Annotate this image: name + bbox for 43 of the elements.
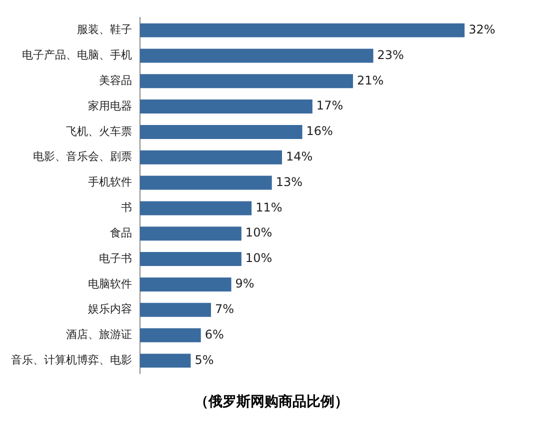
data-label: 14% [286,150,313,164]
text: （俄罗斯网购商品比例） [194,393,350,411]
y-tick-label: 书 [121,201,132,214]
data-label: 7% [215,302,234,316]
y-tick-label: 电影、音乐会、剧票 [33,150,132,164]
y-tick-label: 电子书 [99,252,132,265]
y-tick-label: 电脑软件 [88,277,132,290]
y-tick-label: 音乐、计算机博弈、电影 [11,354,132,367]
bar [140,302,211,317]
y-tick-label: 美容品 [99,74,132,87]
bar [140,176,272,190]
data-label: 16% [306,124,333,138]
data-label: 10% [245,226,272,240]
y-tick-label: 酒店、旅游证 [66,328,132,342]
y-tick-label: 电子产品、电脑、手机 [22,48,132,62]
data-label: 17% [316,98,344,113]
y-tick-label: 飞机、火车票 [66,124,132,138]
bar [140,226,242,241]
bar [140,252,242,266]
bar [140,277,232,292]
bar [140,201,252,216]
y-tick-label: 服装、鞋子 [77,23,132,36]
y-tick-label: 手机软件 [88,176,132,189]
bar [140,100,312,114]
data-label: 9% [235,276,254,291]
bar [140,48,374,63]
y-tick-label: 家用电器 [88,99,132,112]
bar [140,354,191,368]
data-label: 23% [377,48,404,62]
data-label: 21% [357,73,384,88]
data-label: 32% [468,22,496,36]
data-label: 13% [276,174,303,189]
bar [140,74,353,88]
bar [140,150,282,164]
data-label: 11% [256,200,282,214]
bar [140,23,465,38]
bar [140,124,302,139]
data-label: 5% [194,352,214,367]
data-label: 6% [204,327,224,342]
data-label: 10% [245,251,272,266]
y-tick-label: 娱乐内容 [88,302,132,316]
bar [140,328,201,342]
y-tick-label: 食品 [110,226,132,240]
